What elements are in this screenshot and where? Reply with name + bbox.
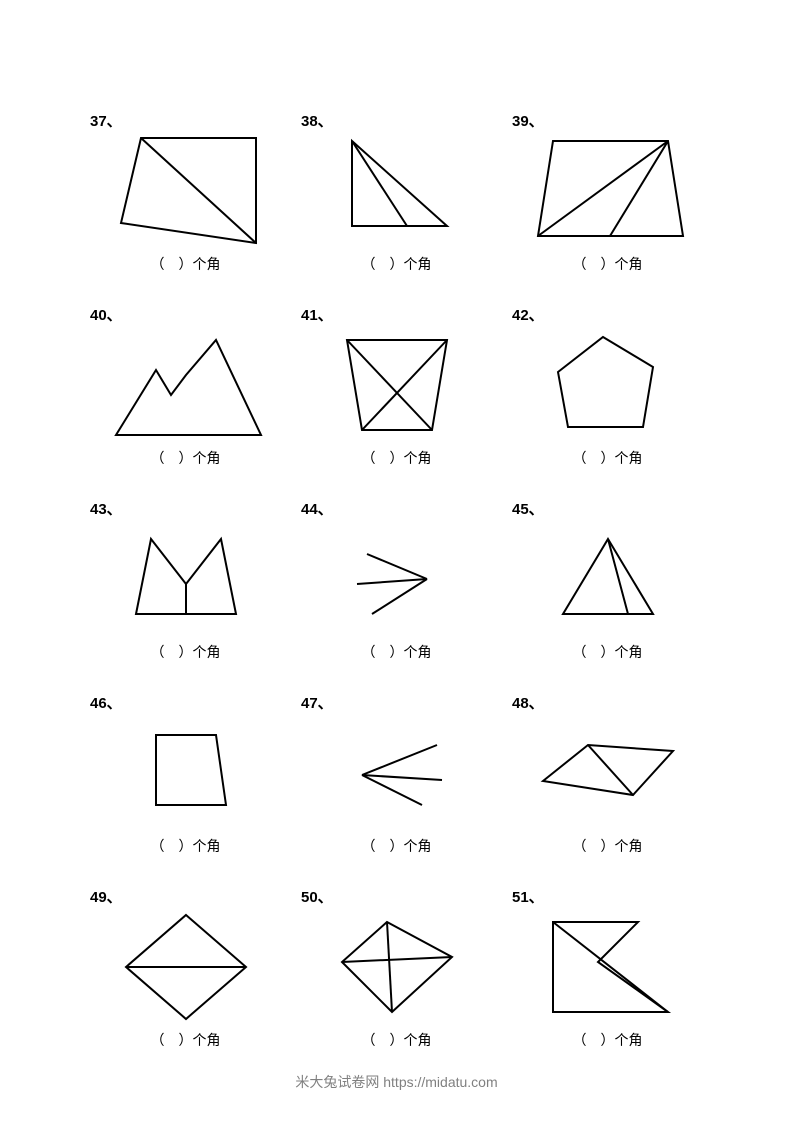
problem-number: 48、: [512, 692, 544, 713]
shape-diagram: [548, 529, 668, 629]
problem-cell: 37、 （ ）个角: [90, 110, 281, 274]
shape-diagram: [111, 133, 261, 248]
problem-number: 38、: [301, 110, 333, 131]
shape-container: [90, 521, 281, 636]
shape-container: [301, 133, 492, 248]
problem-number: 43、: [90, 498, 122, 519]
shape-container: [512, 133, 703, 248]
answer-caption: （ ）个角: [301, 642, 492, 662]
problem-cell: 40、 （ ）个角: [90, 304, 281, 468]
problem-number: 40、: [90, 304, 122, 325]
shape-diagram: [533, 733, 683, 813]
answer-caption: （ ）个角: [301, 448, 492, 468]
worksheet-grid: 37、 （ ）个角 38、 （ ）个角 39、 （ ）个角 40、 （ ）个角 41、 （ ）个角…: [90, 110, 703, 1050]
shape-container: [301, 909, 492, 1024]
problem-number: 44、: [301, 498, 333, 519]
shape-container: [512, 715, 703, 830]
shape-container: [512, 909, 703, 1024]
shape-diagram: [538, 912, 678, 1022]
problem-cell: 50、 （ ）个角: [301, 886, 492, 1050]
problem-cell: 41、 （ ）个角: [301, 304, 492, 468]
problem-cell: 46、 （ ）个角: [90, 692, 281, 856]
answer-caption: （ ）个角: [90, 1030, 281, 1050]
problem-number: 45、: [512, 498, 544, 519]
answer-caption: （ ）个角: [90, 448, 281, 468]
problem-number: 41、: [301, 304, 333, 325]
shape-diagram: [106, 330, 266, 440]
shape-container: [301, 521, 492, 636]
shape-diagram: [337, 136, 457, 246]
answer-caption: （ ）个角: [512, 254, 703, 274]
problem-number: 50、: [301, 886, 333, 907]
shape-diagram: [548, 332, 668, 437]
answer-caption: （ ）个角: [301, 836, 492, 856]
problem-cell: 45、 （ ）个角: [512, 498, 703, 662]
footer-text: 米大兔试卷网 https://midatu.com: [0, 1072, 793, 1092]
shape-diagram: [332, 330, 462, 440]
problem-number: 39、: [512, 110, 544, 131]
shape-diagram: [121, 529, 251, 629]
problem-cell: 44、 （ ）个角: [301, 498, 492, 662]
problem-cell: 42、 （ ）个角: [512, 304, 703, 468]
problem-cell: 38、 （ ）个角: [301, 110, 492, 274]
problem-cell: 39、 （ ）个角: [512, 110, 703, 274]
shape-diagram: [332, 912, 462, 1022]
problem-cell: 51、 （ ）个角: [512, 886, 703, 1050]
answer-caption: （ ）个角: [512, 448, 703, 468]
problem-number: 37、: [90, 110, 122, 131]
problem-cell: 49、 （ ）个角: [90, 886, 281, 1050]
shape-container: [90, 133, 281, 248]
shape-container: [90, 909, 281, 1024]
shape-container: [512, 327, 703, 442]
problem-number: 51、: [512, 886, 544, 907]
shape-diagram: [342, 529, 452, 629]
answer-caption: （ ）个角: [90, 836, 281, 856]
shape-diagram: [528, 136, 688, 246]
shape-container: [301, 715, 492, 830]
shape-container: [90, 327, 281, 442]
answer-caption: （ ）个角: [512, 642, 703, 662]
shape-container: [512, 521, 703, 636]
problem-cell: 48、 （ ）个角: [512, 692, 703, 856]
shape-diagram: [116, 907, 256, 1027]
problem-cell: 47、 （ ）个角: [301, 692, 492, 856]
shape-diagram: [131, 725, 241, 820]
shape-container: [90, 715, 281, 830]
problem-number: 42、: [512, 304, 544, 325]
answer-caption: （ ）个角: [301, 254, 492, 274]
answer-caption: （ ）个角: [90, 642, 281, 662]
answer-caption: （ ）个角: [90, 254, 281, 274]
problem-number: 49、: [90, 886, 122, 907]
problem-number: 47、: [301, 692, 333, 713]
answer-caption: （ ）个角: [512, 836, 703, 856]
problem-cell: 43、 （ ）个角: [90, 498, 281, 662]
answer-caption: （ ）个角: [301, 1030, 492, 1050]
shape-container: [301, 327, 492, 442]
answer-caption: （ ）个角: [512, 1030, 703, 1050]
problem-number: 46、: [90, 692, 122, 713]
shape-diagram: [342, 730, 452, 815]
